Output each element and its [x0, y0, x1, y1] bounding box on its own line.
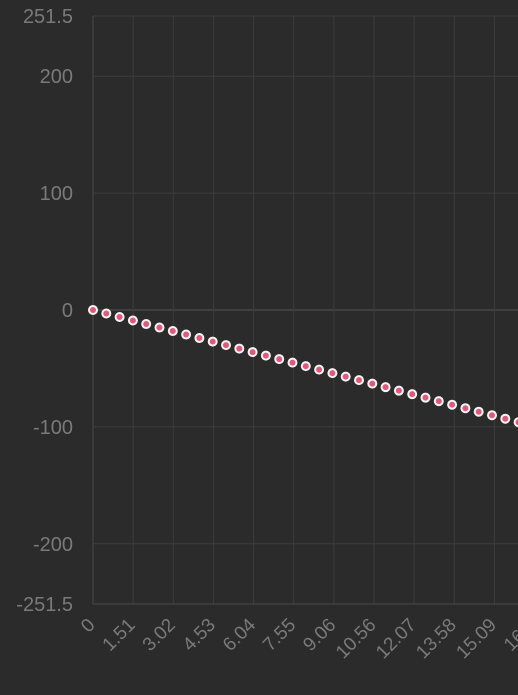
data-point [221, 340, 231, 351]
x-axis-tick-labels: 0 1.51 3.02 4.53 6.04 7.55 9.0610.5612.0713.58… [77, 614, 518, 663]
data-point [88, 305, 98, 315]
data-point [247, 347, 258, 358]
data-point [473, 406, 484, 417]
x-tick-label: 6.04 [219, 614, 260, 655]
x-tick-label: 1.51 [99, 615, 140, 656]
data-point [127, 315, 138, 326]
data-point [234, 343, 245, 354]
data-point [460, 403, 471, 414]
x-tick-label: 0 [77, 615, 99, 637]
data-point [354, 375, 364, 386]
y-tick-label: 0 [62, 300, 73, 322]
data-point [314, 364, 325, 375]
data-points [88, 305, 518, 428]
data-point [407, 389, 418, 400]
data-point [207, 336, 218, 347]
data-point [420, 392, 431, 403]
y-axis-tick-labels: 251.5 200 100 0 -100 -200 -251.5 [16, 6, 73, 616]
data-point [181, 329, 192, 340]
x-tick-label: 12.07 [372, 615, 420, 663]
data-point [300, 361, 311, 372]
data-point [513, 417, 518, 428]
data-point [340, 371, 351, 382]
y-tick-label: -100 [33, 417, 73, 439]
data-point [500, 413, 511, 424]
x-tick-label: 16.6 [500, 615, 518, 656]
y-tick-label: -251.5 [16, 594, 73, 616]
x-tick-label: 10.56 [332, 615, 380, 663]
data-point [433, 396, 444, 407]
x-tick-label: 4.53 [179, 615, 220, 656]
y-tick-label: 251.5 [23, 6, 73, 28]
data-point [260, 350, 271, 361]
y-tick-label: 200 [40, 66, 73, 88]
x-tick-label: 3.02 [139, 615, 180, 656]
data-point [367, 378, 378, 389]
data-point [154, 322, 165, 333]
data-point [141, 319, 152, 330]
data-point [167, 326, 178, 337]
data-point [101, 308, 112, 319]
data-point [114, 312, 125, 323]
data-point [393, 385, 404, 396]
x-tick-label: 15.09 [452, 615, 500, 663]
data-point [194, 333, 205, 344]
y-tick-label: 100 [40, 183, 73, 205]
data-point [380, 382, 391, 393]
x-tick-label: 13.58 [412, 615, 460, 663]
data-point [487, 410, 497, 421]
y-tick-label: -200 [33, 534, 73, 556]
data-point [447, 399, 458, 410]
x-tick-label: 7.55 [259, 615, 300, 656]
data-point [327, 368, 338, 379]
data-point [287, 357, 298, 368]
grid-lines [92, 15, 518, 605]
data-point [274, 354, 285, 365]
